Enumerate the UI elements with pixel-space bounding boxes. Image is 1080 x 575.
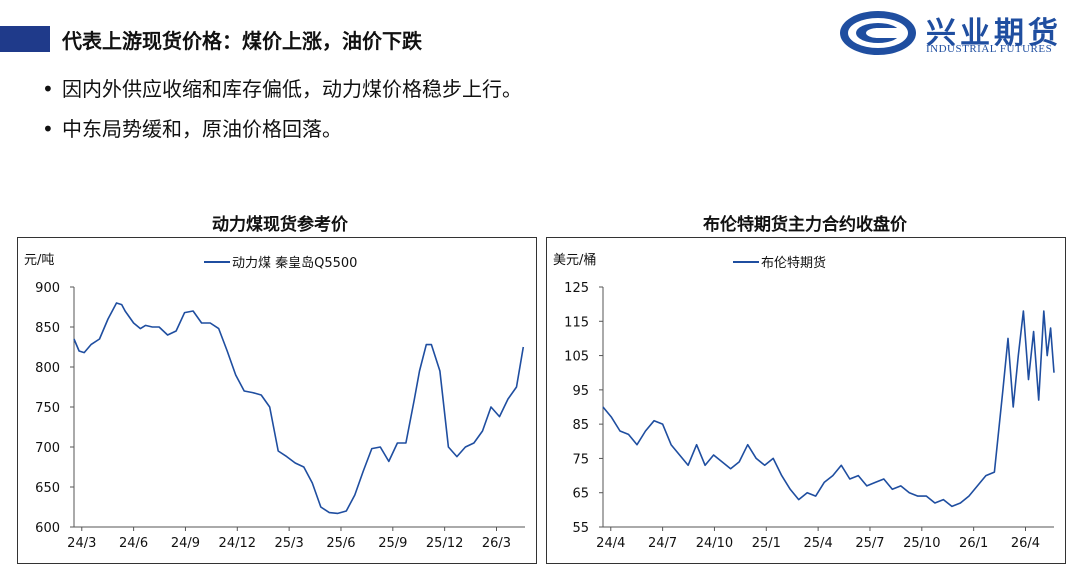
brent-y-tick-label: 115 [564,315,589,330]
title-accent-bar [0,26,50,52]
coal-y-tick-label: 600 [35,521,60,536]
brent-x-tick-label: 25/1 [752,536,781,551]
brent-y-axis-label: 美元/桶 [553,253,596,268]
brent-y-tick-label: 65 [572,487,589,502]
page-title: 代表上游现货价格：煤价上涨，油价下跌 [62,29,422,53]
coal-price-chart: 元/吨 600 650 700 750 800 850 900 24/3 24/6 24/9 24/1… [24,253,525,551]
coal-chart-frame: 元/吨 600 650 700 750 800 850 900 24/3 24/6 24/9 24/1… [17,237,537,564]
logo-mark-icon [840,11,916,55]
brent-chart-title: 布伦特期货主力合约收盘价 [703,215,907,235]
company-logo: 兴业期货 INDUSTRIAL FUTURES [838,8,1070,58]
brent-x-tick-label: 25/7 [855,536,884,551]
brent-x-tick-label: 25/4 [804,536,833,551]
brent-x-tick-label: 26/1 [959,536,988,551]
coal-x-tick-label: 25/3 [275,536,304,551]
coal-legend-label: 动力煤 秦皇岛Q5500 [232,255,357,271]
bullet-text: 中东局势缓和，原油价格回落。 [62,117,342,141]
brent-y-tick-label: 85 [572,418,589,433]
coal-y-axis-label: 元/吨 [24,253,54,268]
logo-chinese-text: 兴业期货 [926,16,1062,51]
coal-y-tick-label: 900 [35,281,60,296]
coal-x-tick-label: 25/12 [426,536,463,551]
brent-x-tick-label: 24/4 [596,536,625,551]
coal-x-tick-label: 26/3 [482,536,511,551]
bullet-item: • 因内外供应收缩和库存偏低，动力煤价格稳步上行。 [42,76,522,116]
bullet-list: • 因内外供应收缩和库存偏低，动力煤价格稳步上行。 • 中东局势缓和，原油价格回… [42,76,522,156]
brent-y-tick-label: 55 [572,521,589,536]
bullet-text: 因内外供应收缩和库存偏低，动力煤价格稳步上行。 [62,77,522,101]
coal-chart-title: 动力煤现货参考价 [212,215,348,235]
coal-y-tick-label: 800 [35,361,60,376]
coal-y-tick-label: 650 [35,481,60,496]
brent-x-tick-label: 26/4 [1011,536,1040,551]
coal-y-tick-label: 850 [35,321,60,336]
coal-y-tick-label: 750 [35,401,60,416]
coal-x-tick-label: 24/6 [119,536,148,551]
coal-series-line [73,302,525,515]
brent-y-tick-label: 75 [572,452,589,467]
brent-chart-frame: 美元/桶 55 65 75 85 95 105 115 125 24/4 24/7 24/10 25/1… [546,237,1066,564]
bullet-dot-icon: • [42,77,54,101]
brent-y-tick-label: 105 [564,350,589,365]
coal-x-tick-label: 25/9 [378,536,407,551]
brent-x-tick-label: 24/7 [648,536,677,551]
coal-x-tick-label: 24/9 [171,536,200,551]
bullet-item: • 中东局势缓和，原油价格回落。 [42,116,522,156]
brent-series-line [602,310,1055,508]
brent-legend-label: 布伦特期货 [761,255,826,271]
coal-y-tick-label: 700 [35,441,60,456]
brent-price-chart: 美元/桶 55 65 75 85 95 105 115 125 24/4 24/7 24/10 25/1… [553,253,1055,551]
brent-x-tick-label: 25/10 [903,536,940,551]
brent-y-tick-label: 125 [564,281,589,296]
brent-y-tick-label: 95 [572,384,589,399]
brent-x-tick-label: 24/10 [696,536,733,551]
coal-x-tick-label: 24/3 [67,536,96,551]
coal-x-tick-label: 25/6 [326,536,355,551]
bullet-dot-icon: • [42,117,54,141]
coal-x-tick-label: 24/12 [219,536,256,551]
logo-english-text: INDUSTRIAL FUTURES [926,43,1053,55]
